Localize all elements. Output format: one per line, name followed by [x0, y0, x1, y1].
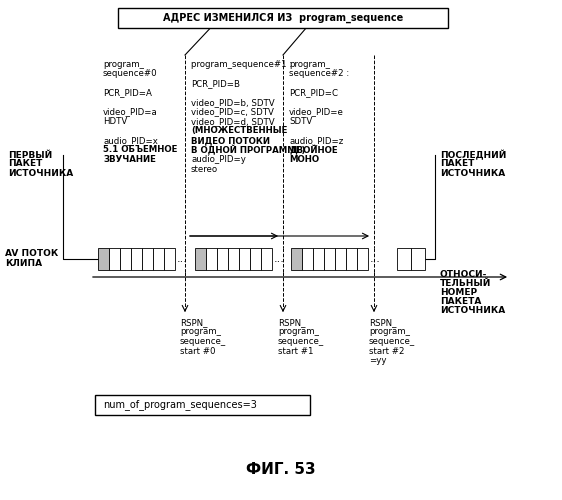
Text: sequence_: sequence_	[278, 337, 324, 346]
Bar	[346, 248, 357, 270]
Text: АДРЕС ИЗМЕНИЛСЯ ИЗ  program_sequence: АДРЕС ИЗМЕНИЛСЯ ИЗ program_sequence	[163, 13, 403, 23]
Text: sequence#0: sequence#0	[103, 70, 157, 78]
Text: PCR_PID=C: PCR_PID=C	[289, 88, 338, 98]
Text: video_PID=b, SDTV: video_PID=b, SDTV	[191, 98, 275, 107]
Bar	[357, 248, 368, 270]
Text: ИСТОЧНИКА: ИСТОЧНИКА	[8, 168, 73, 177]
Text: program_: program_	[278, 328, 319, 336]
Text: ...: ...	[370, 254, 381, 264]
Text: ПЕРВЫЙ: ПЕРВЫЙ	[8, 150, 52, 160]
Text: start #1: start #1	[278, 346, 314, 356]
Text: RSPN_: RSPN_	[369, 318, 397, 327]
Text: program_: program_	[369, 328, 410, 336]
Text: AV ПОТОК: AV ПОТОК	[5, 250, 58, 258]
Text: ВИДЕО ПОТОКИ: ВИДЕО ПОТОКИ	[191, 136, 270, 145]
Text: ИСТОЧНИКА: ИСТОЧНИКА	[440, 306, 505, 315]
Text: В ОДНОЙ ПРОГРАММЕ): В ОДНОЙ ПРОГРАММЕ)	[191, 146, 305, 156]
Text: ДВОЙНОЕ: ДВОЙНОЕ	[289, 146, 338, 156]
Text: ...: ...	[177, 254, 188, 264]
Bar	[302, 248, 313, 270]
Text: sequence_: sequence_	[180, 337, 226, 346]
Bar	[411, 248, 425, 270]
Text: ПАКЕТ: ПАКЕТ	[8, 160, 42, 168]
Bar	[142, 248, 153, 270]
Bar	[95, 395, 310, 415]
Bar	[250, 248, 261, 270]
Text: SDTV: SDTV	[289, 117, 312, 126]
Text: ОТНОСИ-: ОТНОСИ-	[440, 270, 487, 279]
Bar	[164, 248, 175, 270]
Text: program_: program_	[103, 60, 144, 69]
Text: ...: ...	[274, 254, 285, 264]
Text: ПАКЕТА: ПАКЕТА	[440, 297, 482, 306]
Text: =yy: =yy	[369, 356, 387, 365]
Text: ЗВУЧАНИЕ: ЗВУЧАНИЕ	[103, 155, 156, 164]
Text: ТЕЛЬНЫЙ: ТЕЛЬНЫЙ	[440, 279, 491, 288]
Bar	[153, 248, 164, 270]
Bar	[98, 248, 109, 270]
Text: PCR_PID=B: PCR_PID=B	[191, 79, 240, 88]
Text: ПАКЕТ: ПАКЕТ	[440, 160, 474, 168]
Text: audio_PID=y: audio_PID=y	[191, 155, 246, 164]
Bar	[324, 248, 335, 270]
Bar	[313, 248, 324, 270]
Bar	[291, 248, 302, 270]
Text: sequence_: sequence_	[369, 337, 415, 346]
Text: start #2: start #2	[369, 346, 405, 356]
Bar	[206, 248, 217, 270]
Bar	[217, 248, 228, 270]
Bar	[118, 8, 448, 28]
Text: ПОСЛЕДНИЙ: ПОСЛЕДНИЙ	[440, 150, 506, 160]
Text: num_of_program_sequences=3: num_of_program_sequences=3	[103, 400, 257, 410]
Text: stereo: stereo	[191, 164, 218, 173]
Text: sequence#2 :: sequence#2 :	[289, 70, 349, 78]
Text: program_: program_	[180, 328, 221, 336]
Text: НОМЕР: НОМЕР	[440, 288, 477, 297]
Bar	[131, 248, 142, 270]
Text: RSPN_: RSPN_	[278, 318, 306, 327]
Text: audio_PID=z: audio_PID=z	[289, 136, 343, 145]
Bar	[120, 248, 131, 270]
Bar	[109, 248, 120, 270]
Text: PCR_PID=A: PCR_PID=A	[103, 88, 152, 98]
Text: program_: program_	[289, 60, 330, 69]
Bar	[228, 248, 239, 270]
Text: 5.1 ОБЪЕМНОЕ: 5.1 ОБЪЕМНОЕ	[103, 146, 178, 154]
Text: video_PID=c, SDTV: video_PID=c, SDTV	[191, 108, 274, 116]
Text: (МНОЖЕСТВЕННЫЕ: (МНОЖЕСТВЕННЫЕ	[191, 126, 287, 136]
Bar	[239, 248, 250, 270]
Text: audio_PID=x: audio_PID=x	[103, 136, 158, 145]
Text: HDTV: HDTV	[103, 117, 127, 126]
Bar	[261, 248, 272, 270]
Bar	[195, 248, 206, 270]
Text: program_sequence#1 :: program_sequence#1 :	[191, 60, 292, 69]
Text: RSPN_: RSPN_	[180, 318, 207, 327]
Text: start #0: start #0	[180, 346, 215, 356]
Text: ИСТОЧНИКА: ИСТОЧНИКА	[440, 168, 505, 177]
Text: МОНО: МОНО	[289, 155, 319, 164]
Bar	[397, 248, 411, 270]
Text: ФИГ. 53: ФИГ. 53	[246, 462, 316, 477]
Text: video_PID=a: video_PID=a	[103, 108, 158, 116]
Text: video_PID=d, SDTV: video_PID=d, SDTV	[191, 117, 275, 126]
Text: video_PID=e: video_PID=e	[289, 108, 344, 116]
Bar	[335, 248, 346, 270]
Text: КЛИПА: КЛИПА	[5, 260, 42, 268]
